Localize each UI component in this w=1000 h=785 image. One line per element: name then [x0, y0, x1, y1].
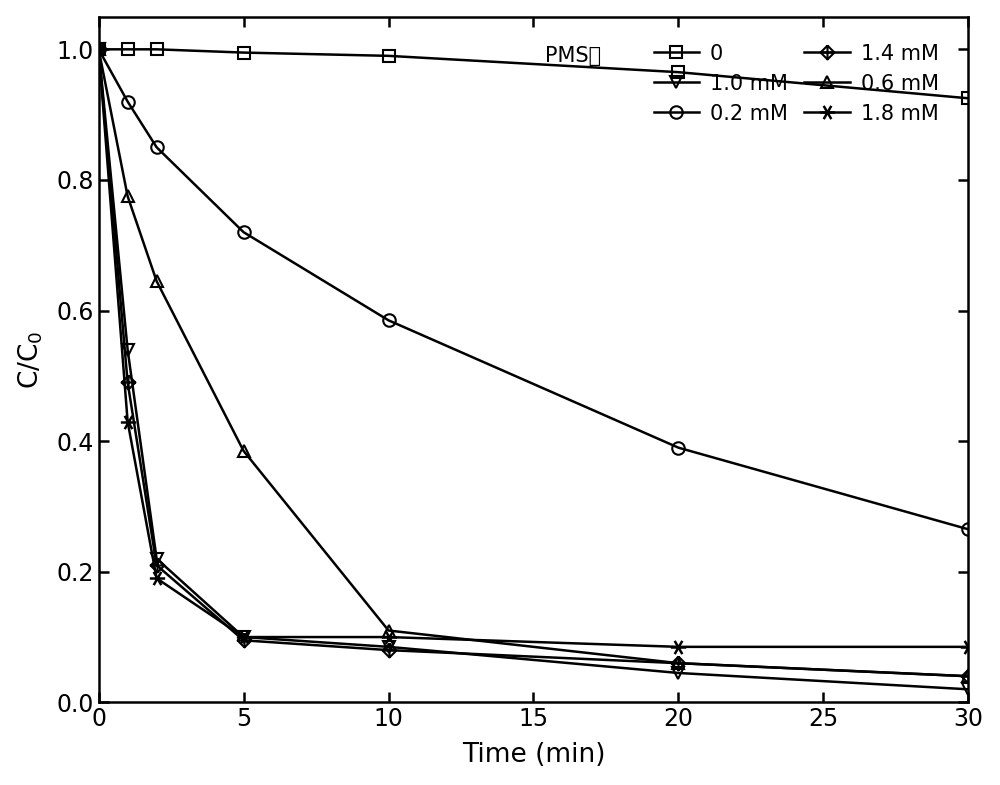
Text: PMS：: PMS：: [545, 46, 601, 66]
X-axis label: Time (min): Time (min): [462, 743, 605, 769]
Y-axis label: C/C$_0$: C/C$_0$: [17, 330, 45, 389]
Legend: 0, 1.0 mM, 0.2 mM, 1.4 mM, 0.6 mM, 1.8 mM: 0, 1.0 mM, 0.2 mM, 1.4 mM, 0.6 mM, 1.8 m…: [647, 38, 945, 130]
